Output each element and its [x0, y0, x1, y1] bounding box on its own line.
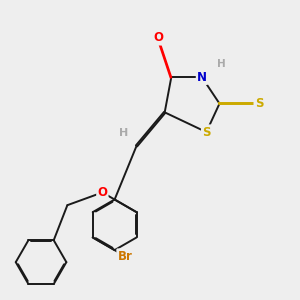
- Text: O: O: [98, 186, 107, 199]
- Text: O: O: [153, 31, 163, 44]
- Text: H: H: [119, 128, 128, 138]
- Text: S: S: [202, 126, 211, 139]
- Text: N: N: [197, 71, 207, 84]
- Text: H: H: [217, 59, 226, 69]
- Text: S: S: [255, 97, 263, 110]
- Text: Br: Br: [118, 250, 132, 262]
